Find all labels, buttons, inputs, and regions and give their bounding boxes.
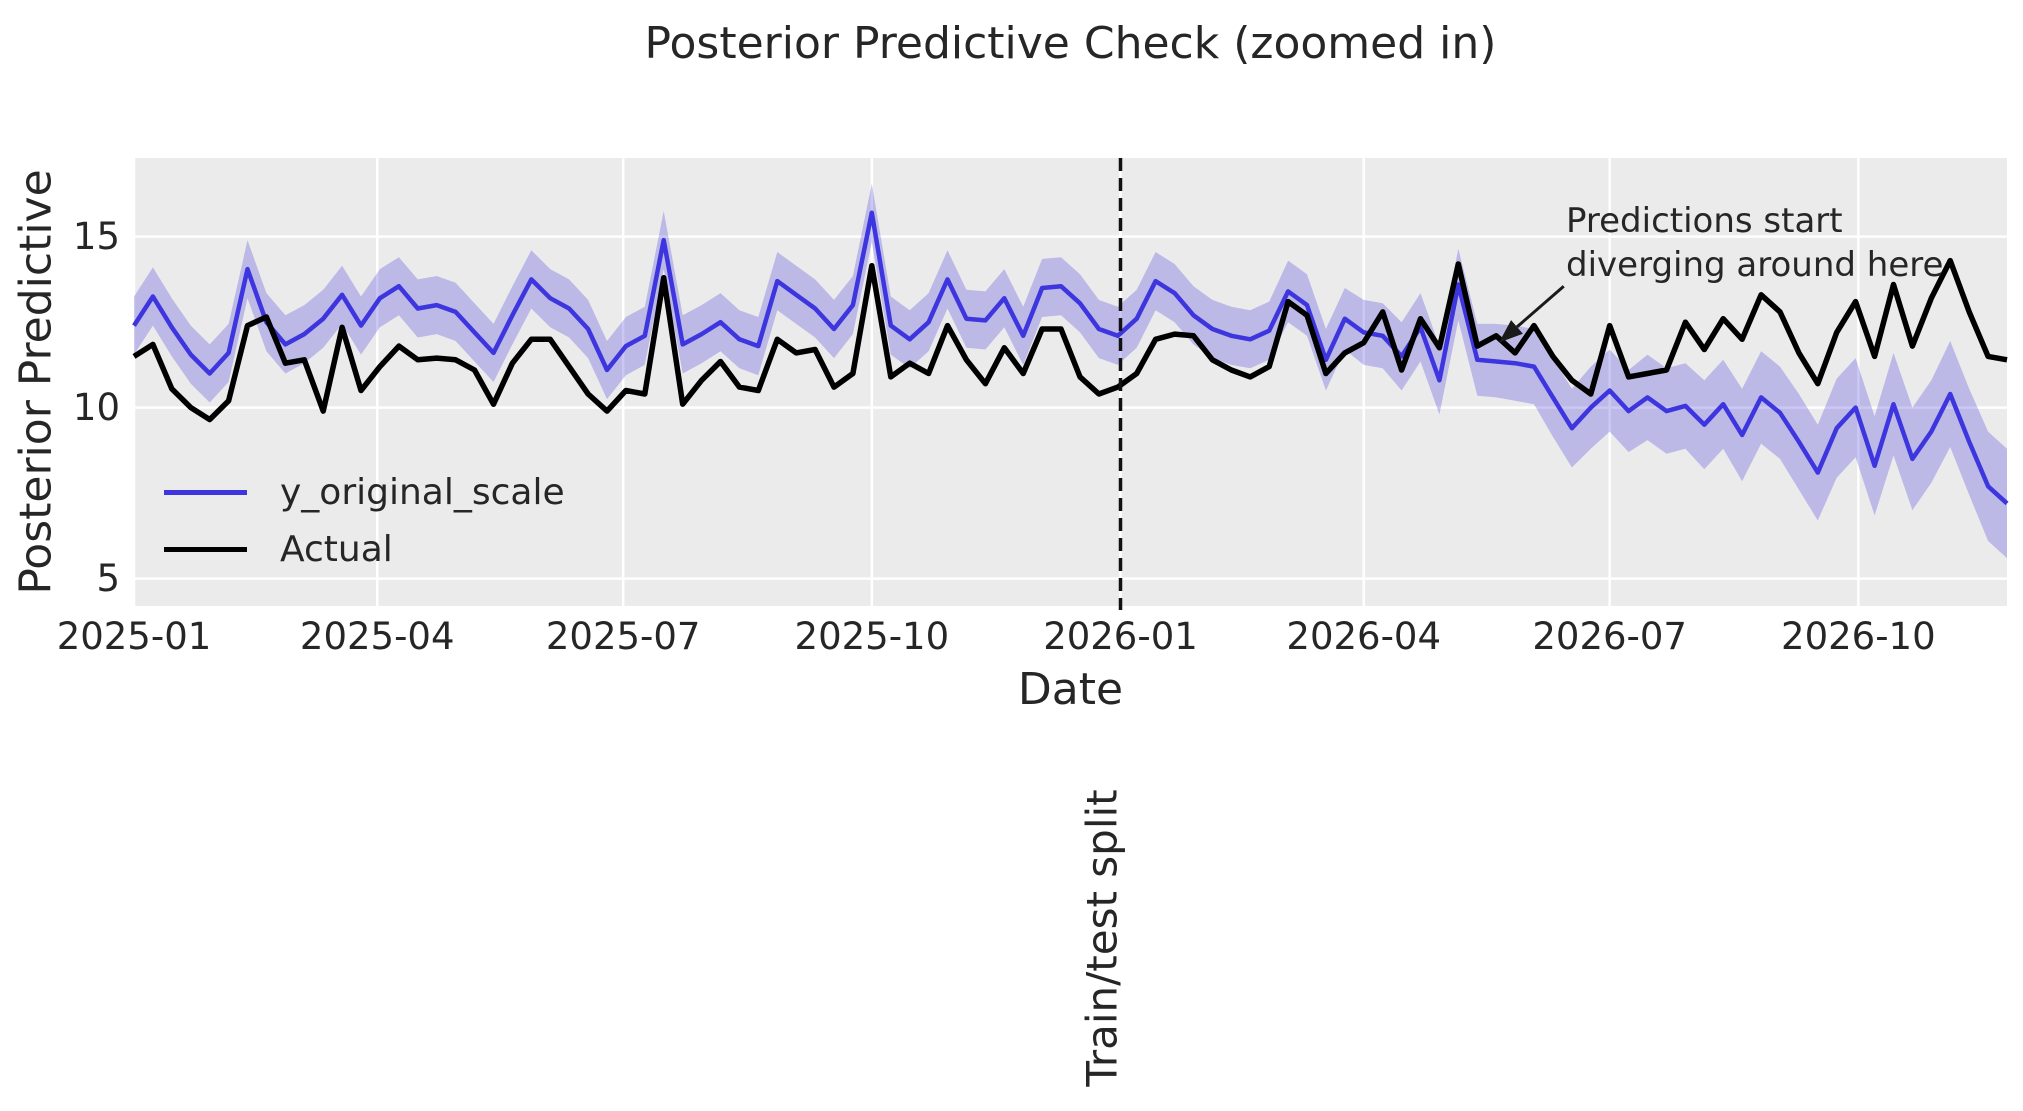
legend-line-swatch-blue xyxy=(164,489,247,495)
x-tick-label: 2026-07 xyxy=(1532,615,1687,658)
series-line-Actual xyxy=(132,257,2008,423)
x-tick-label: 2026-10 xyxy=(1781,615,1936,658)
annotation-text: Predictions start diverging around here xyxy=(1566,201,1944,285)
y-tick-label: 15 xyxy=(72,214,120,258)
y-tick-label: 10 xyxy=(72,385,120,429)
y-tick-label: 5 xyxy=(96,556,120,600)
x-tick-label: 2026-04 xyxy=(1286,615,1442,658)
chart-title: Posterior Predictive Check (zoomed in) xyxy=(644,18,1497,69)
legend-line-swatch-black xyxy=(164,546,247,552)
legend-entry-y-original-scale: y_original_scale xyxy=(164,471,565,513)
legend-label: Actual xyxy=(280,528,393,570)
legend: y_original_scale Actual xyxy=(164,471,565,570)
annotation-arrow-line xyxy=(1516,285,1565,329)
x-tick-label: 2025-04 xyxy=(299,615,455,658)
legend-label: y_original_scale xyxy=(280,471,565,513)
legend-entry-actual: Actual xyxy=(164,528,565,570)
train-test-split-label: Train/test split xyxy=(1077,789,1127,1087)
series-line-y_original_scale xyxy=(132,210,2009,506)
uncertainty-band xyxy=(134,183,2007,559)
plot-background xyxy=(134,158,2007,606)
annotation-arrow-head xyxy=(1498,320,1523,343)
x-tick-label: 2026-01 xyxy=(1043,615,1198,658)
x-tick-label: 2025-07 xyxy=(545,615,701,658)
x-axis-label: Date xyxy=(1017,664,1124,715)
x-tick-label: 2025-10 xyxy=(794,615,950,658)
x-tick-label: 2025-01 xyxy=(56,615,212,658)
